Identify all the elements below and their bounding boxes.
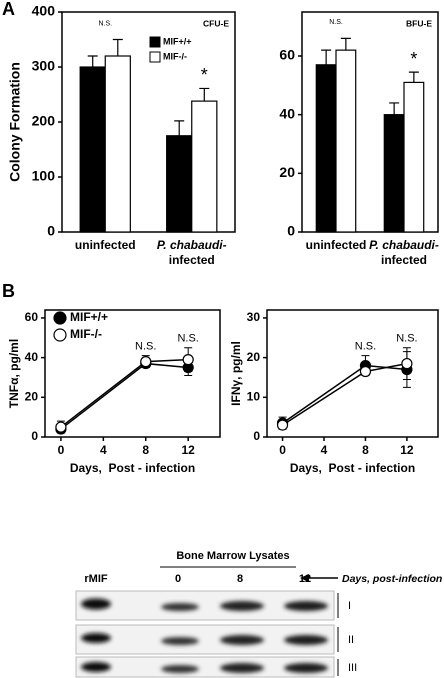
significance-label: N.S. bbox=[135, 341, 156, 353]
significance-label: N.S. bbox=[98, 20, 112, 27]
plot-frame bbox=[44, 309, 221, 438]
y-tick-label: 0 bbox=[253, 429, 260, 443]
legend-label: MIF+/+ bbox=[70, 310, 108, 324]
point bbox=[55, 421, 67, 433]
y-tick-label: 40 bbox=[25, 350, 39, 364]
x-axis-label: Days, Post - infection bbox=[290, 461, 415, 475]
western-blot: Bone Marrow Lysates rMIF 0 8 12 Days, po… bbox=[75, 550, 442, 678]
blot-strip bbox=[75, 656, 335, 678]
row-label: II bbox=[348, 634, 354, 646]
point bbox=[276, 419, 289, 431]
x-tick-label: 4 bbox=[100, 443, 107, 457]
legend-label: MIF-/- bbox=[163, 51, 187, 61]
line bbox=[282, 362, 408, 426]
lane-label: 8 bbox=[237, 573, 243, 585]
legend-marker bbox=[53, 311, 67, 325]
row-label: I bbox=[348, 600, 351, 612]
y-tick-label: 0 bbox=[31, 429, 38, 443]
x-tick-label: infected bbox=[381, 253, 427, 267]
y-tick-label: 20 bbox=[279, 164, 295, 180]
significance-label: N.S. bbox=[329, 19, 343, 26]
blot-strip bbox=[75, 624, 335, 655]
panel-title: CFU-E bbox=[203, 18, 229, 28]
y-tick-label: 100 bbox=[32, 168, 56, 184]
blot-title: Bone Marrow Lysates bbox=[176, 550, 289, 562]
bar bbox=[166, 135, 193, 233]
point bbox=[140, 355, 152, 368]
x-tick-label: 0 bbox=[279, 443, 286, 457]
bar bbox=[335, 49, 357, 233]
x-tick-label: 8 bbox=[142, 443, 149, 457]
legend-swatch bbox=[149, 36, 161, 48]
point bbox=[182, 354, 194, 366]
legend-swatch bbox=[149, 51, 161, 63]
lane-label: 0 bbox=[175, 573, 181, 585]
direction-label: Days, post-infection bbox=[342, 573, 442, 585]
arrow-head bbox=[300, 574, 309, 582]
error-bar bbox=[112, 38, 123, 56]
point bbox=[359, 365, 372, 378]
y-tick-label: 0 bbox=[287, 223, 295, 239]
y-tick-label: 30 bbox=[247, 310, 261, 324]
y-axis-label: TNFα, pg/ml bbox=[7, 339, 21, 408]
x-tick-label: 8 bbox=[362, 443, 369, 457]
y-tick-label: 60 bbox=[279, 47, 295, 63]
plot-frame bbox=[266, 309, 439, 438]
y-tick-label: 40 bbox=[279, 105, 295, 121]
y-tick-label: 400 bbox=[32, 3, 56, 19]
y-tick-label: 20 bbox=[247, 350, 261, 364]
x-tick-label: infected bbox=[169, 253, 215, 267]
bar bbox=[79, 66, 106, 233]
bar bbox=[104, 55, 131, 233]
bar bbox=[315, 64, 337, 233]
error-bar bbox=[321, 49, 332, 65]
panel-label: B bbox=[2, 281, 15, 301]
legend-marker bbox=[53, 328, 67, 342]
y-axis-label: IFNγ, pg/ml bbox=[229, 341, 243, 406]
significance-label: N.S. bbox=[355, 341, 376, 353]
line bbox=[60, 362, 189, 430]
error-bar bbox=[87, 55, 98, 67]
line bbox=[60, 358, 189, 428]
plot-frame bbox=[301, 11, 439, 233]
panel-title: BFU-E bbox=[406, 18, 432, 28]
x-tick-label: 12 bbox=[400, 443, 414, 457]
y-axis-label: Colony Formation bbox=[7, 62, 23, 182]
point bbox=[401, 357, 413, 370]
y-tick-label: 300 bbox=[32, 58, 56, 74]
x-tick-label: P. chabaudi- bbox=[157, 238, 227, 252]
x-tick-label: P. chabaudi- bbox=[369, 238, 439, 252]
x-tick-label: 0 bbox=[58, 443, 65, 457]
significance-label: N.S. bbox=[177, 333, 198, 345]
x-tick-label: 4 bbox=[321, 443, 328, 457]
x-axis-label: Days, Post - infection bbox=[70, 461, 195, 475]
bar bbox=[403, 81, 425, 233]
blot-strip bbox=[75, 590, 335, 621]
row-label: III bbox=[348, 662, 357, 674]
significance-label: N.S. bbox=[396, 333, 417, 345]
significance-label: * bbox=[201, 65, 208, 85]
x-tick-label: uninfected bbox=[75, 238, 136, 252]
error-bar bbox=[408, 71, 419, 83]
line bbox=[282, 364, 407, 424]
lane-label: rMIF bbox=[84, 573, 108, 585]
y-tick-label: 0 bbox=[47, 223, 55, 239]
legend-label: MIF-/- bbox=[70, 327, 102, 341]
y-tick-label: 200 bbox=[32, 113, 56, 129]
x-tick-label: uninfected bbox=[306, 238, 367, 252]
y-tick-label: 20 bbox=[25, 389, 39, 403]
bar bbox=[191, 100, 218, 233]
panel-label: A bbox=[2, 0, 15, 19]
error-bar bbox=[389, 102, 400, 115]
y-tick-label: 60 bbox=[25, 310, 39, 324]
bar bbox=[383, 114, 405, 233]
error-bar bbox=[174, 120, 185, 136]
x-tick-label: 12 bbox=[182, 443, 196, 457]
error-bar bbox=[199, 87, 210, 102]
legend-label: MIF+/+ bbox=[163, 36, 192, 46]
error-bar bbox=[340, 37, 351, 51]
y-tick-label: 10 bbox=[247, 389, 261, 403]
significance-label: * bbox=[410, 49, 417, 69]
